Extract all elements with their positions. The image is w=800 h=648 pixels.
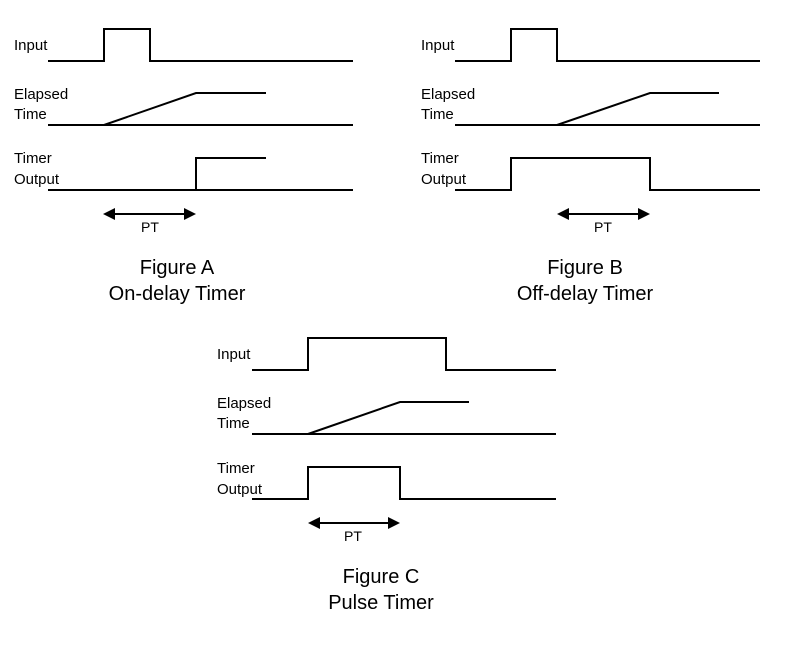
elapsed-time-label-line1: Elapsed [217, 395, 271, 412]
figure-b: Input Elapsed Time Timer Output PT Figur… [421, 28, 760, 305]
pt-label: PT [594, 219, 612, 235]
elapsed-time-ramp [103, 92, 266, 126]
figure-caption-title: Figure B [547, 257, 623, 279]
timer-output-signal [252, 466, 556, 500]
elapsed-time-ramp [556, 92, 719, 126]
figure-c: Input Elapsed Time Timer Output PT Figur… [217, 337, 556, 614]
timer-output-label-line1: Timer [217, 460, 255, 477]
figure-caption-title: Figure C [343, 566, 420, 588]
input-label: Input [14, 37, 48, 54]
elapsed-time-label-line1: Elapsed [421, 86, 475, 103]
input-signal [455, 28, 760, 62]
elapsed-time-label-line2: Time [217, 415, 250, 432]
pt-label: PT [141, 219, 159, 235]
timer-output-label-line2: Output [421, 171, 467, 188]
input-signal [252, 337, 556, 371]
elapsed-time-label-line2: Time [421, 106, 454, 123]
timer-output-label-line1: Timer [14, 150, 52, 167]
pt-label: PT [344, 528, 362, 544]
timer-output-label-line2: Output [217, 481, 263, 498]
figure-caption-subtitle: On-delay Timer [109, 283, 246, 305]
input-label: Input [421, 37, 455, 54]
input-label: Input [217, 346, 251, 363]
timer-output-signal [455, 157, 760, 191]
input-signal [48, 28, 353, 62]
elapsed-time-label-line2: Time [14, 106, 47, 123]
pt-arrow [557, 208, 650, 220]
pt-arrow [308, 517, 400, 529]
elapsed-time-label-line1: Elapsed [14, 86, 68, 103]
figure-a: Input Elapsed Time Timer Output PT Figur… [14, 28, 353, 305]
figure-caption-title: Figure A [140, 257, 215, 279]
figure-caption-subtitle: Pulse Timer [328, 592, 434, 614]
figure-caption-subtitle: Off-delay Timer [517, 283, 654, 305]
timer-output-label-line2: Output [14, 171, 60, 188]
timer-output-signal [195, 157, 266, 190]
pt-arrow [103, 208, 196, 220]
timer-output-label-line1: Timer [421, 150, 459, 167]
elapsed-time-ramp [307, 401, 469, 435]
